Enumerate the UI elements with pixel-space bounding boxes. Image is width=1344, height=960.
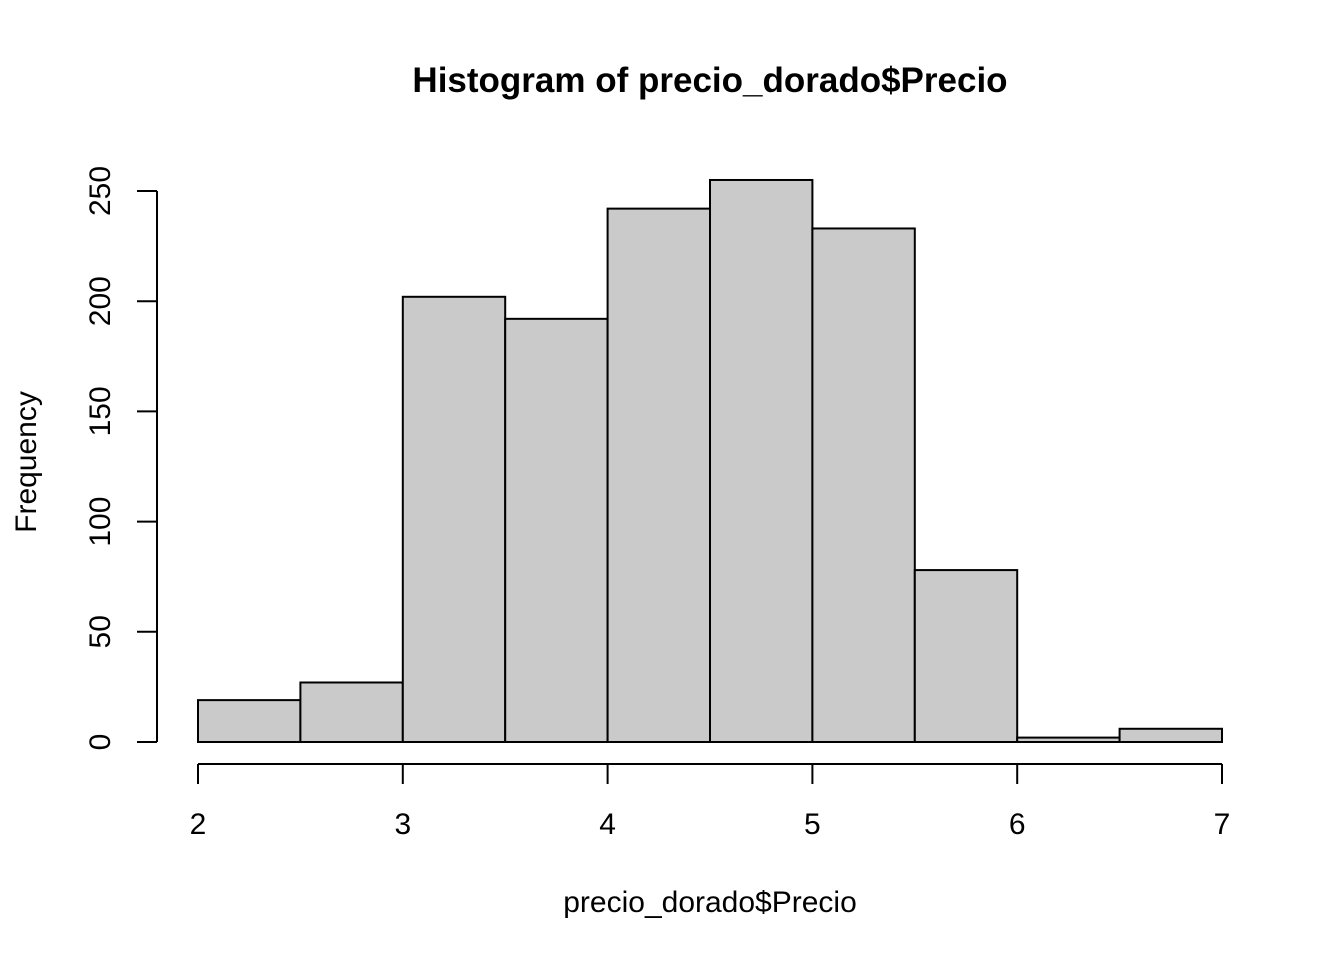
histogram-bar <box>1016 736 1121 743</box>
histogram-bar <box>606 207 711 743</box>
x-axis-label: precio_dorado$Precio <box>563 886 857 919</box>
histogram-bar <box>299 681 404 744</box>
y-axis: 0 50 100 150 200 250 <box>84 166 158 751</box>
x-tick-label: 7 <box>1214 808 1231 841</box>
y-tick-label: 100 <box>84 497 117 547</box>
x-tick-label: 6 <box>1009 808 1026 841</box>
x-tick-label: 5 <box>804 808 821 841</box>
x-tick-label: 4 <box>599 808 616 841</box>
chart-title: Histogram of precio_dorado$Precio <box>412 61 1007 100</box>
x-tick-label: 3 <box>394 808 411 841</box>
histogram-bar <box>913 569 1019 744</box>
bars-group <box>197 178 1223 744</box>
histogram-bar <box>811 227 916 743</box>
x-tick-label: 2 <box>190 808 207 841</box>
histogram-bar <box>709 178 814 744</box>
histogram-bar <box>1118 727 1223 744</box>
histogram-bar <box>504 317 609 743</box>
y-tick-label: 250 <box>84 166 117 216</box>
histogram-bar <box>197 699 302 744</box>
y-tick-label: 0 <box>84 734 117 751</box>
histogram-bar <box>401 295 507 743</box>
y-axis-label: Frequency <box>10 391 43 533</box>
y-tick-label: 200 <box>84 276 117 326</box>
y-tick-label: 50 <box>84 615 117 648</box>
x-axis: 2 3 4 5 6 7 <box>190 763 1231 841</box>
y-tick-label: 150 <box>84 386 117 436</box>
